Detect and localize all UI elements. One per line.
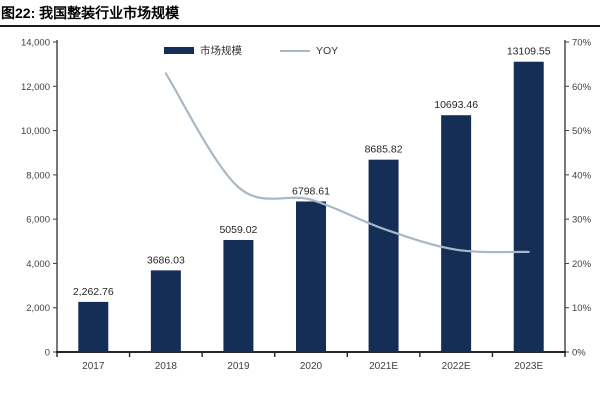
right-axis-tick-label: 50% <box>572 126 592 137</box>
chart-title: 图22: 我国整装行业市场规模 <box>1 4 180 21</box>
line-swatch-icon <box>280 49 310 52</box>
left-axis-tick-label: 10,000 <box>21 126 50 137</box>
x-axis-label: 2018 <box>155 361 178 372</box>
bar-value-label: 8685.82 <box>365 144 403 156</box>
right-axis-tick-label: 20% <box>572 259 592 270</box>
bar-2020 <box>296 201 326 352</box>
legend-label-yoy: YOY <box>316 44 339 57</box>
chart-title-bar: 图22: 我国整装行业市场规模 <box>0 0 600 27</box>
x-axis-label: 2021E <box>369 361 398 372</box>
x-axis-label: 2020 <box>300 361 323 372</box>
x-axis-label: 2019 <box>227 361 250 372</box>
left-axis-tick-label: 2,000 <box>26 303 50 314</box>
bar-value-label: 3686.03 <box>147 254 185 266</box>
yoy-line <box>164 72 530 254</box>
right-axis-tick-label: 0% <box>572 348 586 359</box>
legend-label-market-size: 市场规模 <box>200 45 242 57</box>
legend: 市场规模 YOY <box>164 43 338 58</box>
bar-value-label: 13109.55 <box>507 46 551 58</box>
right-axis-tick-label: 40% <box>572 170 592 181</box>
right-axis-tick-label: 70% <box>572 38 592 49</box>
right-axis-tick-label: 30% <box>572 215 592 226</box>
left-axis-tick-label: 8,000 <box>26 170 50 181</box>
left-axis-tick-label: 0 <box>45 348 50 359</box>
bar-2018 <box>150 270 181 352</box>
x-axis-label: 2023E <box>514 361 543 372</box>
bar-value-label: 5059.02 <box>219 224 257 236</box>
left-axis-tick-label: 12,000 <box>21 82 50 93</box>
legend-item-market-size: 市场规模 <box>164 43 242 58</box>
x-axis-label: 2017 <box>82 361 105 372</box>
bar-2017 <box>78 301 109 352</box>
bar-value-label: 10693.46 <box>434 99 478 111</box>
left-axis-tick-label: 14,000 <box>21 38 50 49</box>
bar-2022E <box>441 115 472 352</box>
right-axis-tick-label: 10% <box>572 303 592 314</box>
bar-2021E <box>368 159 399 352</box>
bar-2023E <box>513 61 544 353</box>
legend-item-yoy: YOY <box>280 45 338 57</box>
right-axis-tick-label: 60% <box>572 82 592 93</box>
left-axis-tick-label: 4,000 <box>26 259 50 270</box>
bar-value-label: 6798.61 <box>292 185 330 197</box>
bar-value-label: 2,262.76 <box>73 286 114 298</box>
bar-swatch-icon <box>164 47 194 54</box>
left-axis-tick-label: 6,000 <box>26 215 50 226</box>
bar-2019 <box>223 239 254 352</box>
x-axis-label: 2022E <box>442 361 471 372</box>
